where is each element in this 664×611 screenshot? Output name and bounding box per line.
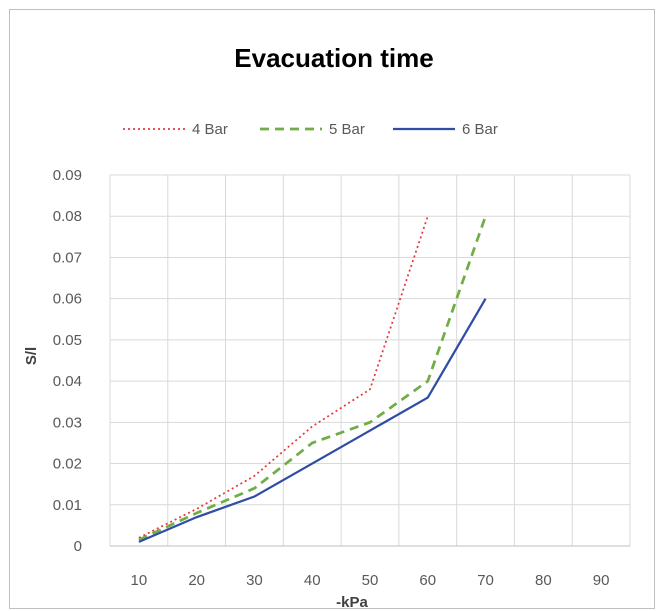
x-axis-ticks: 10 20 30 40 50 60 70 80 90 [131, 572, 610, 589]
y-axis-ticks: 0 0.01 0.02 0.03 0.04 0.05 0.06 0.07 0.08 0.09 [53, 167, 82, 555]
y-axis-label: S/l [23, 347, 40, 365]
y-tick-label: 0 [74, 538, 82, 555]
y-tick-label: 0.03 [53, 414, 82, 431]
chart-title: Evacuation time [234, 43, 433, 73]
x-tick-label: 10 [131, 572, 148, 589]
legend-label: 5 Bar [329, 121, 365, 138]
x-tick-label: 30 [246, 572, 263, 589]
x-tick-label: 90 [593, 572, 610, 589]
x-tick-label: 80 [535, 572, 552, 589]
y-tick-label: 0.02 [53, 456, 82, 473]
x-tick-label: 50 [362, 572, 379, 589]
legend-label: 6 Bar [462, 121, 498, 138]
y-tick-label: 0.04 [53, 373, 82, 390]
y-tick-label: 0.09 [53, 167, 82, 184]
x-tick-label: 70 [477, 572, 494, 589]
series-line-5-bar [139, 216, 486, 540]
legend-label: 4 Bar [192, 121, 228, 138]
y-tick-label: 0.07 [53, 249, 82, 266]
x-tick-label: 40 [304, 572, 321, 589]
series-line-6-bar [139, 299, 486, 542]
legend: 4 Bar 5 Bar 6 Bar [123, 121, 498, 138]
y-tick-label: 0.08 [53, 208, 82, 225]
gridlines [110, 175, 630, 546]
y-tick-label: 0.06 [53, 291, 82, 308]
x-tick-label: 20 [188, 572, 205, 589]
x-axis-label: -kPa [336, 594, 368, 611]
x-tick-label: 60 [419, 572, 436, 589]
y-tick-label: 0.05 [53, 332, 82, 349]
series-lines [139, 216, 486, 542]
y-tick-label: 0.01 [53, 497, 82, 514]
